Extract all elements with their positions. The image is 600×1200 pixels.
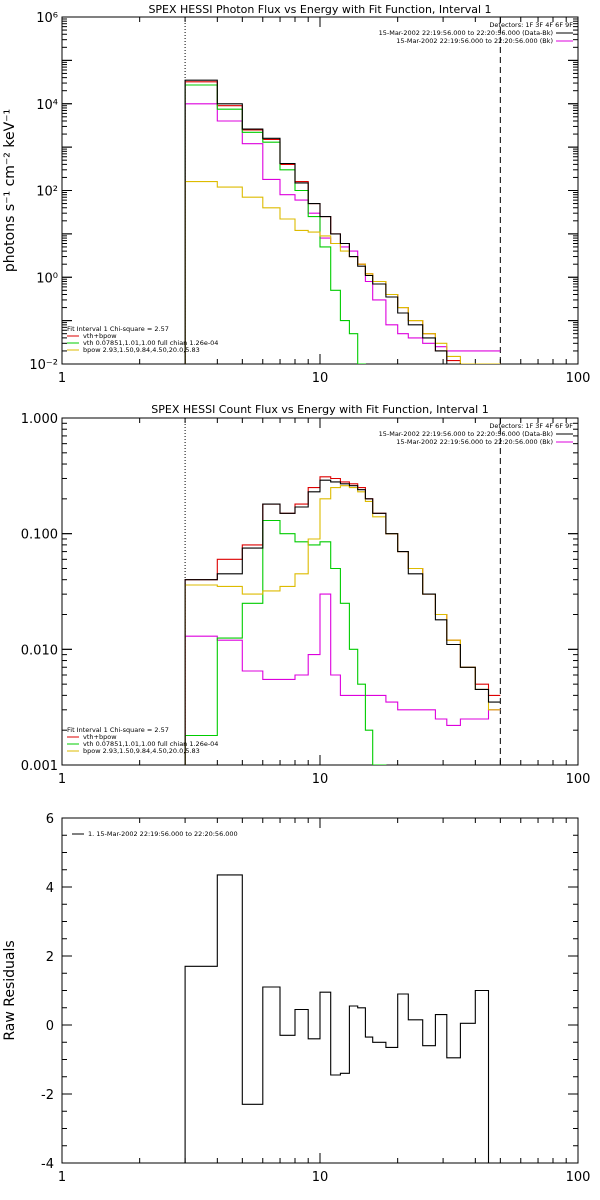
x-tick-label: 10 [312, 371, 329, 386]
series-line-power_law [184, 181, 501, 364]
series-line-total [184, 79, 461, 364]
y-tick-label: 1.000 [21, 412, 58, 427]
legend-data-bk: 15-Mar-2002 22:19:56.000 to 22:20:56.000… [379, 29, 553, 37]
series-group [184, 476, 501, 765]
legend-entry: bpow 2.93,1.50,9.84,4.50,20.0,5.83 [83, 346, 200, 354]
series-group [184, 874, 501, 1163]
y-tick-label: -2 [41, 1088, 54, 1103]
chart-panel-1: SPEX HESSI Photon Flux vs Energy with Fi… [2, 3, 591, 386]
legend-entry: bpow 2.93,1.50,9.84,4.50,20.0,5.83 [83, 747, 200, 755]
detectors-label: Detectors: 1F 3F 4F 6F 9F [489, 422, 573, 430]
y-axis-label: Raw Residuals [2, 940, 18, 1040]
series-line-power_law [184, 485, 501, 765]
detectors-label: Detectors: 1F 3F 4F 6F 9F [489, 21, 573, 29]
series-line-background [184, 103, 501, 364]
y-tick-label: 0.001 [21, 759, 58, 774]
y-tick-label: 10⁰ [36, 271, 58, 286]
series-line-background [184, 593, 501, 765]
y-tick-label: 10⁴ [36, 98, 58, 113]
y-tick-label: 0.010 [21, 643, 58, 658]
series-line-thermal [184, 84, 366, 364]
y-tick-label: 10⁻² [29, 358, 58, 373]
y-tick-label: 2 [46, 950, 54, 965]
x-tick-label: 100 [566, 772, 591, 787]
series-group [184, 79, 501, 364]
fit-interval-label: Fit Interval 1 Chi-square = 2.57 [67, 726, 169, 734]
legend-data-bk: 15-Mar-2002 22:19:56.000 to 22:20:56.000… [379, 430, 553, 438]
plot-frame [61, 817, 579, 1164]
legend-entry: 1. 15-Mar-2002 22:19:56.000 to 22:20:56.… [88, 830, 238, 838]
series-line-total [184, 874, 501, 1163]
y-tick-label: 0.100 [21, 528, 58, 543]
legend-entry: vth 0.07851,1.01,1.00 full chian 1.26e-0… [83, 339, 218, 347]
chart-panel-3: 1 10 100 -4 -2 0 2 4 6 Raw Residuals 1. 15-Mar-200… [2, 812, 590, 1185]
x-tick-label: 1 [58, 1170, 66, 1185]
y-axis-label: photons s⁻¹ cm⁻² keV⁻¹ [2, 109, 18, 272]
x-tick-label: 1 [58, 772, 66, 787]
y-tick-label: 10² [36, 185, 58, 200]
series-line-fit_total [184, 81, 501, 364]
y-tick-label: 10⁶ [36, 11, 58, 26]
legend-bk: 15-Mar-2002 22:19:56.000 to 22:20:56.000… [396, 438, 553, 446]
x-tick-label: 100 [566, 371, 591, 386]
legend-entry: vth+bpow [83, 733, 117, 741]
series-line-fit_total [184, 476, 501, 765]
chart-title: SPEX HESSI Photon Flux vs Energy with Fi… [148, 3, 491, 16]
chart-title: SPEX HESSI Count Flux vs Energy with Fit… [151, 403, 488, 416]
fit-interval-label: Fit Interval 1 Chi-square = 2.57 [67, 325, 169, 333]
series-line-total [184, 479, 501, 765]
x-tick-label: 10 [312, 772, 329, 787]
y-tick-label: 6 [46, 812, 54, 827]
y-tick-label: 0 [46, 1019, 54, 1034]
legend-entry: vth+bpow [83, 332, 117, 340]
legend-entry: vth 0.07851,1.01,1.00 full chian 1.26e-0… [83, 740, 218, 748]
x-tick-label: 10 [312, 1170, 329, 1185]
chart-panel-2: SPEX HESSI Count Flux vs Energy with Fit… [21, 403, 591, 787]
y-tick-label: 4 [46, 881, 54, 896]
y-tick-label: -4 [41, 1157, 54, 1172]
x-tick-label: 1 [58, 371, 66, 386]
x-tick-label: 100 [566, 1170, 591, 1185]
series-line-thermal [184, 519, 387, 765]
legend-bk: 15-Mar-2002 22:19:56.000 to 22:20:56.000… [396, 37, 553, 45]
